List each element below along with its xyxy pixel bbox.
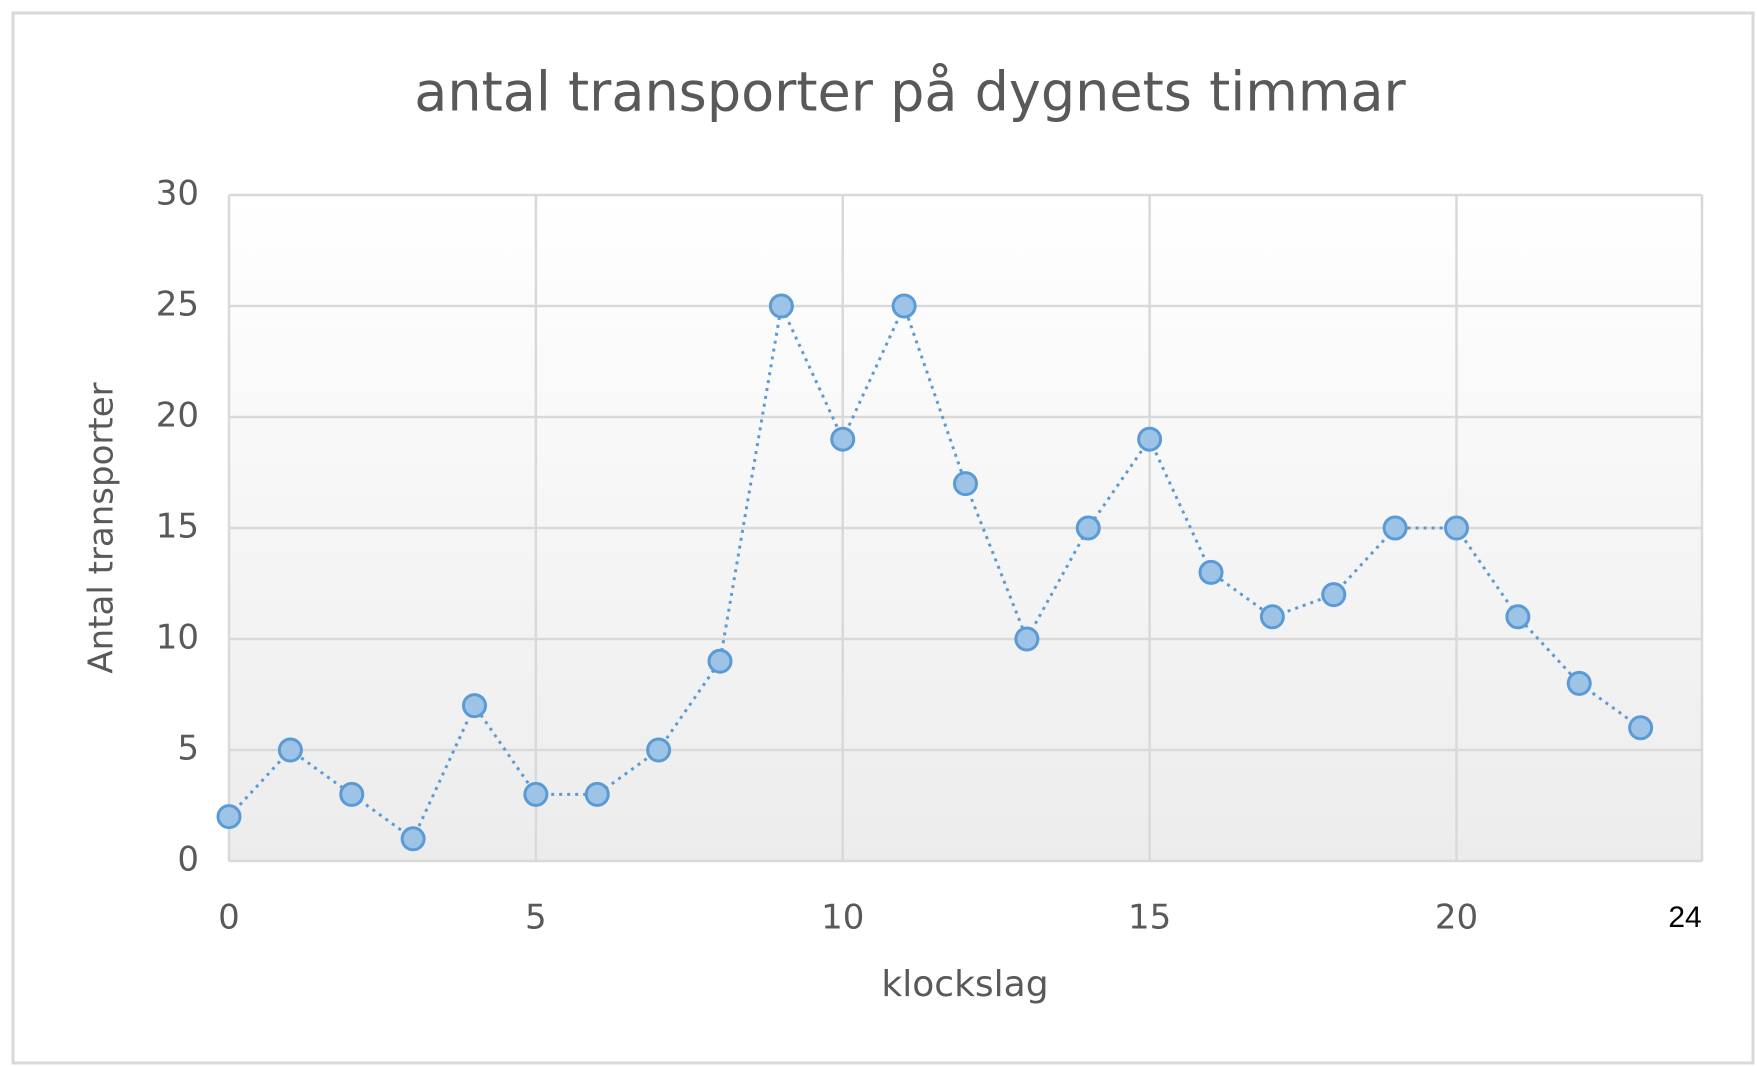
data-point <box>1566 670 1592 696</box>
x-tick-label: 10 <box>821 898 864 938</box>
data-point <box>339 781 365 807</box>
y-tick-label: 30 <box>156 174 199 214</box>
x-tick-label: 15 <box>1128 898 1171 938</box>
data-point <box>1628 715 1654 741</box>
data-point <box>400 826 426 852</box>
data-point <box>891 293 917 319</box>
data-line <box>227 300 1642 842</box>
data-point <box>584 781 610 807</box>
data-point <box>462 693 487 719</box>
y-axis-label: Antal transporter <box>82 382 122 673</box>
data-point <box>768 293 794 319</box>
data-point <box>1505 604 1531 630</box>
y-tick-label: 15 <box>156 507 199 547</box>
data-point <box>1014 626 1040 652</box>
y-tick-label: 10 <box>156 618 199 658</box>
x-tick-label: 5 <box>525 898 547 938</box>
data-point <box>953 471 978 497</box>
x-tick-label: 20 <box>1435 898 1478 938</box>
data-point <box>1137 426 1163 452</box>
y-tick-label: 5 <box>177 729 199 769</box>
data-point <box>646 737 672 763</box>
data-point <box>277 737 303 763</box>
data-point <box>1382 515 1408 541</box>
x-axis-label: klockslag <box>881 964 1048 1005</box>
data-point <box>707 648 733 674</box>
y-tick-label: 20 <box>156 396 199 436</box>
y-tick-label: 25 <box>156 285 199 325</box>
y-tick-label: 0 <box>177 840 199 880</box>
x-tick-label: 0 <box>218 898 240 938</box>
x-tick-label: 24 <box>1668 901 1701 934</box>
data-point <box>1075 515 1101 541</box>
data-point <box>830 426 856 452</box>
data-point <box>1444 515 1469 541</box>
chart-title: antal transporter på dygnets timmar <box>414 61 1406 124</box>
data-point <box>1259 604 1285 630</box>
data-point <box>1321 582 1347 608</box>
data-point <box>1198 559 1224 585</box>
data-point <box>523 781 549 807</box>
data-point <box>216 804 242 830</box>
